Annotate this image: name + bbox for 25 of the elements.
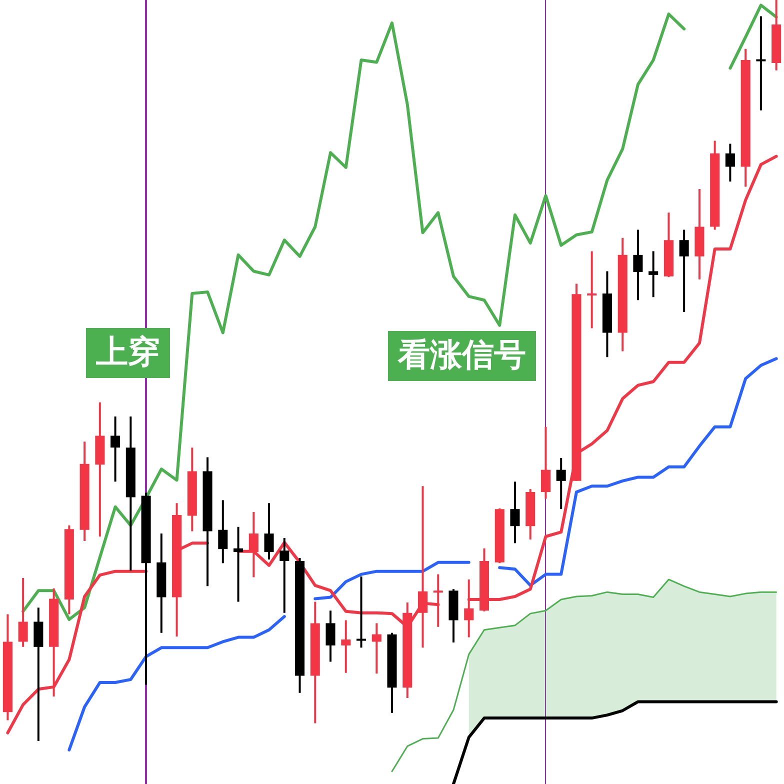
candlestick: [540, 426, 550, 500]
candlestick: [725, 142, 735, 183]
candlestick: [248, 511, 258, 578]
candlestick: [648, 250, 658, 298]
candlestick: [372, 622, 382, 675]
candlestick: [341, 619, 351, 674]
candlestick: [756, 15, 766, 112]
candlestick: [633, 228, 643, 302]
candlestick: [679, 228, 689, 313]
candlestick: [110, 415, 120, 483]
candlestick: [464, 578, 474, 638]
candlestick: [280, 536, 290, 614]
candlestick: [433, 573, 443, 628]
candlestick: [418, 485, 428, 649]
candlestick: [556, 456, 566, 510]
candlestick: [587, 250, 597, 330]
candlestick: [218, 499, 228, 564]
annotation: 看涨信号: [397, 335, 526, 374]
candlestick: [234, 526, 244, 603]
annotation: 上穿: [95, 332, 160, 370]
candlestick: [326, 610, 336, 663]
candlestick: [510, 480, 520, 544]
candlestick: [18, 576, 28, 648]
candlestick: [356, 576, 366, 649]
candlestick: [264, 502, 274, 560]
